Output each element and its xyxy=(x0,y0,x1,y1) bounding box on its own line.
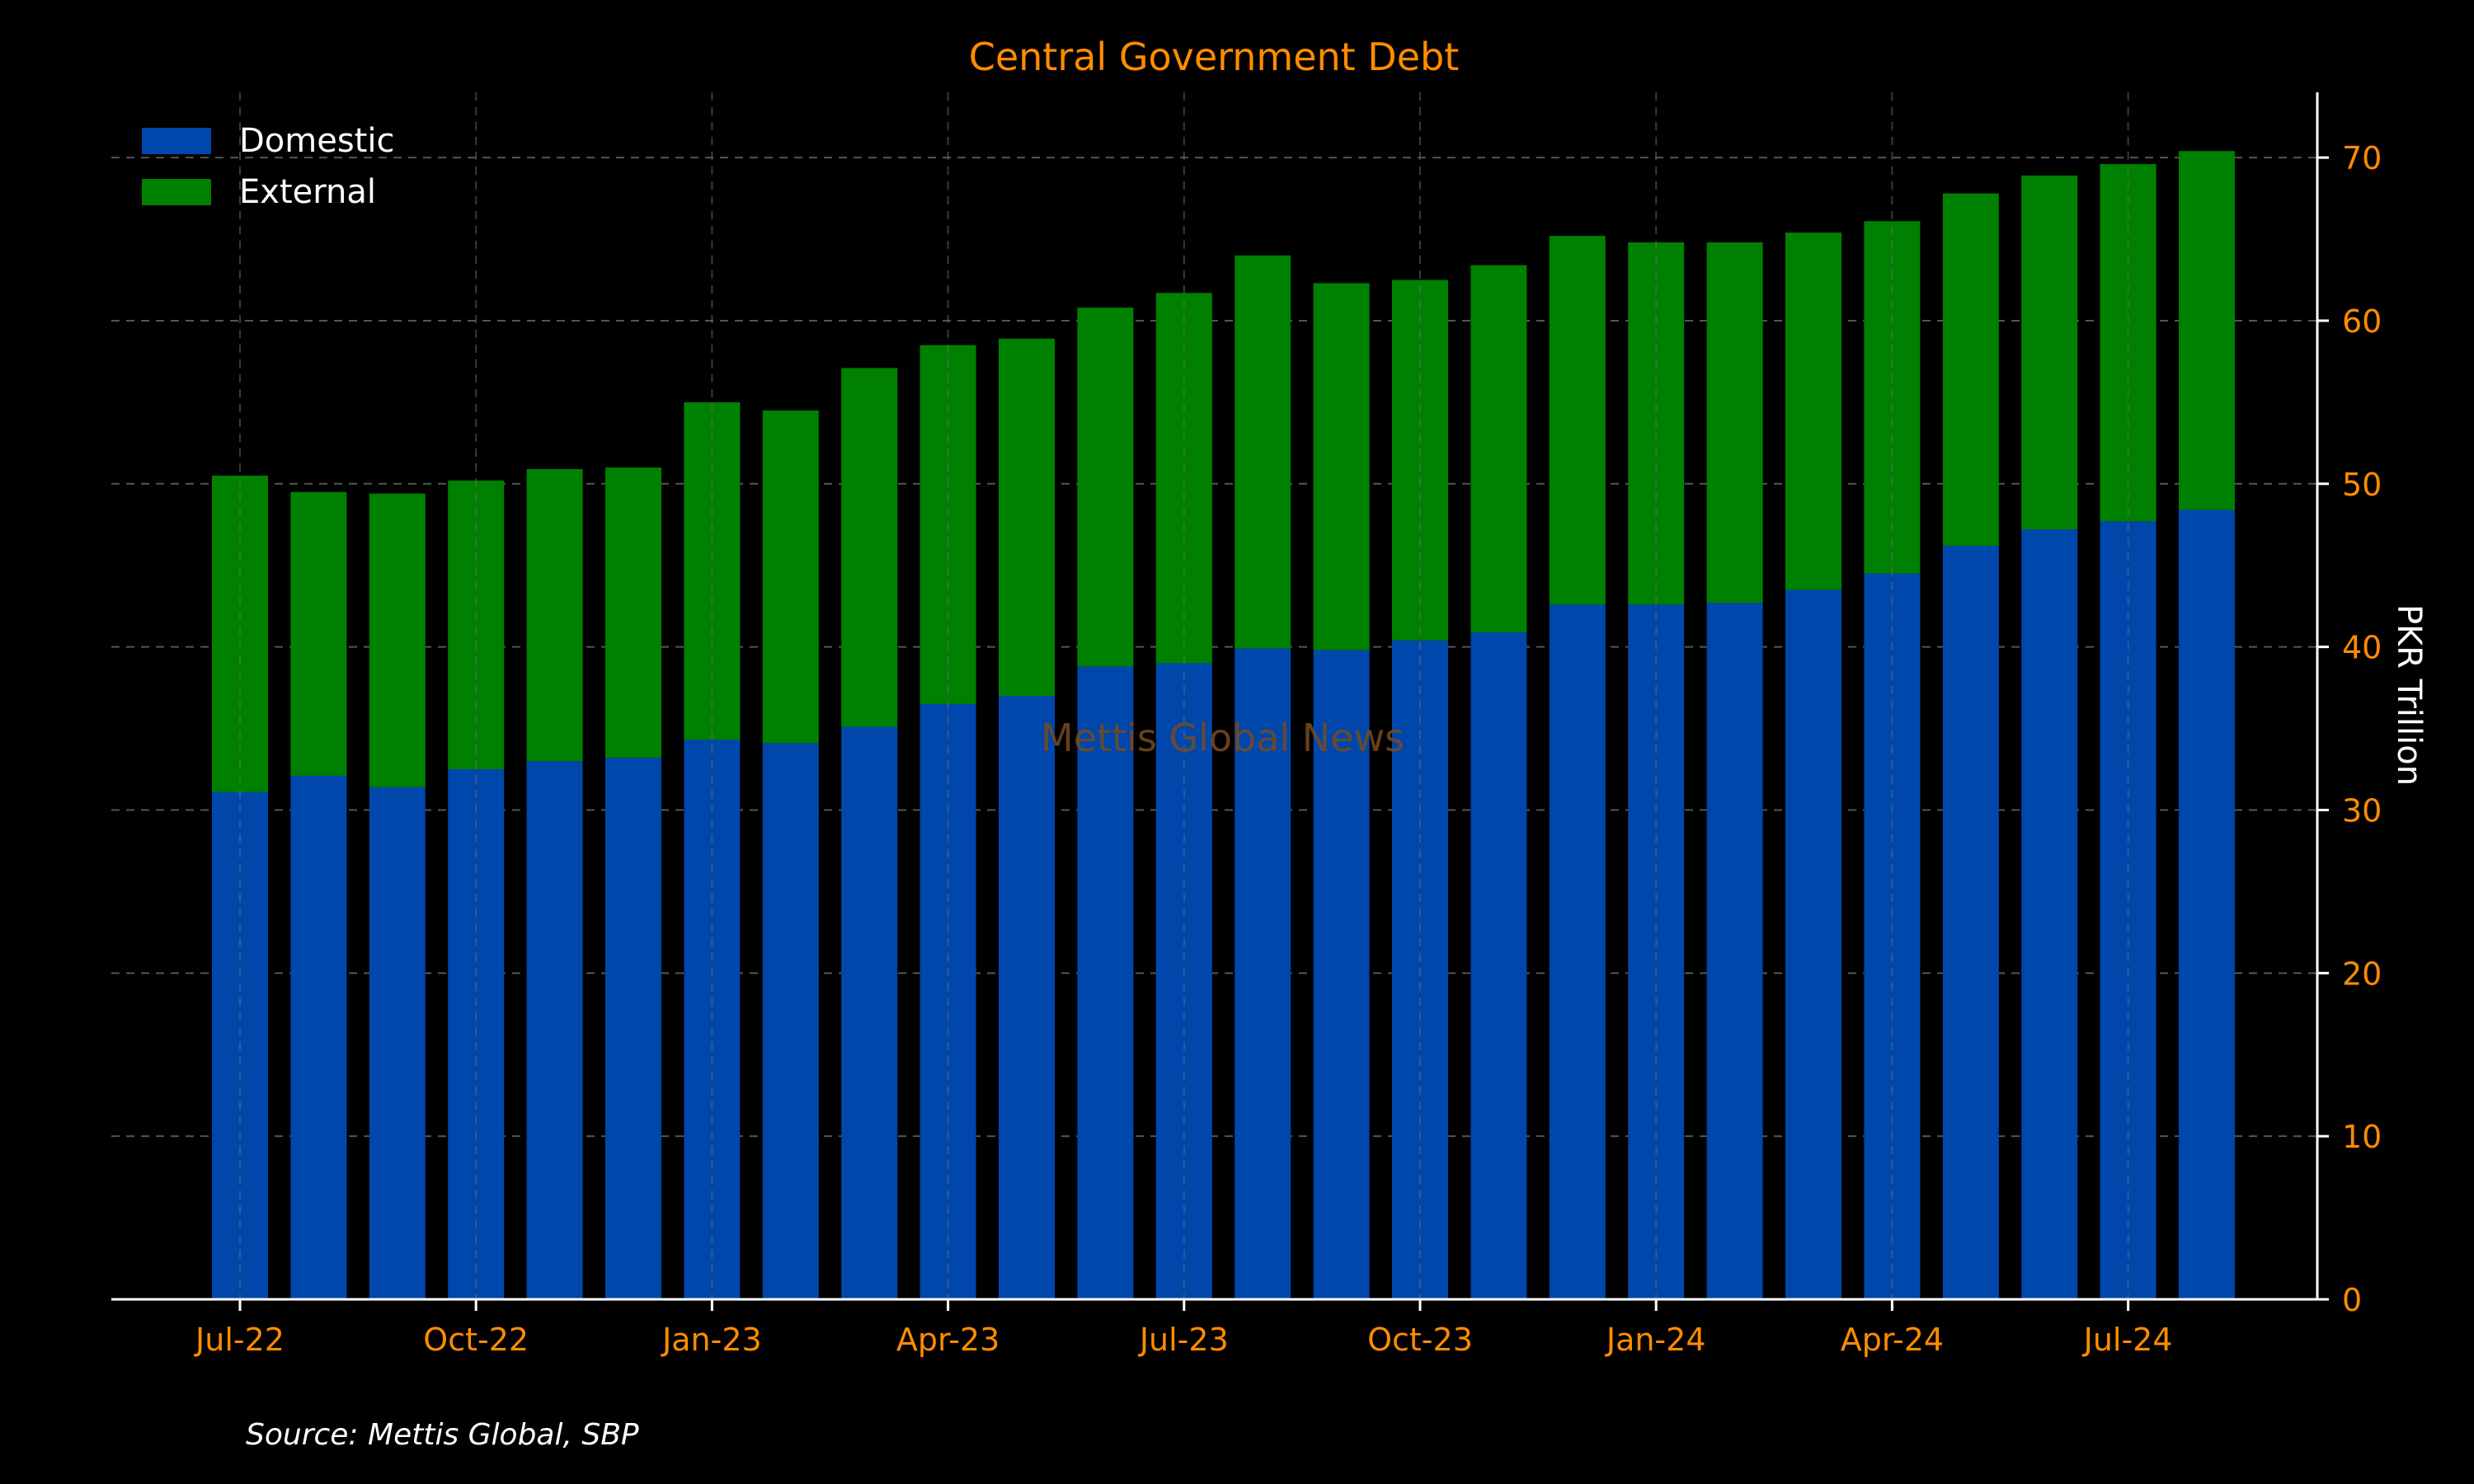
bar-external xyxy=(1470,265,1527,632)
bar-external xyxy=(1942,193,1999,546)
legend-item-domestic: Domestic xyxy=(142,115,394,167)
bar-domestic xyxy=(1785,589,1841,1299)
bar-external xyxy=(1706,242,1763,603)
bar-external xyxy=(1785,232,1841,590)
y-tick-label: 70 xyxy=(2342,140,2382,176)
bar-external xyxy=(369,493,426,787)
bar-domestic xyxy=(999,696,1055,1299)
y-tick-label: 60 xyxy=(2342,303,2382,340)
bar-external xyxy=(605,467,661,758)
y-tick-label: 30 xyxy=(2342,792,2382,829)
grid-lines xyxy=(111,157,2317,1138)
axes xyxy=(111,92,2319,1301)
bar-external xyxy=(2021,175,2078,530)
bar-domestic xyxy=(1235,648,1291,1299)
x-tick-label: Apr-23 xyxy=(896,1322,999,1358)
bar-domestic xyxy=(1706,603,1763,1299)
legend: Domestic External xyxy=(142,115,394,218)
x-tick-label: Oct-22 xyxy=(423,1322,529,1358)
bar-external xyxy=(526,469,583,762)
y-tick-label: 0 xyxy=(2342,1282,2362,1318)
bar-external xyxy=(2100,164,2157,522)
bar-domestic xyxy=(1864,573,1921,1299)
legend-label-domestic: Domestic xyxy=(239,122,395,160)
bar-domestic xyxy=(1470,632,1527,1299)
bar-external xyxy=(1077,308,1134,667)
y-tick-label: 10 xyxy=(2342,1119,2382,1155)
vertical-grid-lines xyxy=(239,92,2129,1299)
bar-external xyxy=(1549,236,1606,605)
x-tick-label: Oct-23 xyxy=(1367,1322,1473,1358)
bar-domestic xyxy=(841,726,898,1299)
x-tick-label: Apr-24 xyxy=(1841,1322,1944,1358)
legend-label-external: External xyxy=(239,173,376,211)
x-tick-label: Jul-23 xyxy=(1138,1322,1229,1358)
bar-domestic xyxy=(526,761,583,1299)
bar-domestic xyxy=(1549,604,1606,1299)
y-tick-label: 50 xyxy=(2342,467,2382,503)
bar-external xyxy=(1392,279,1448,641)
y-axis-label: PKR Trillion xyxy=(2390,604,2428,786)
bar-domestic xyxy=(762,743,819,1299)
bar-external xyxy=(1313,283,1370,650)
x-tick-labels: Jul-22 Oct-22 Jan-23 Apr-23 Jul-23 Oct-23 Jan-… xyxy=(194,1299,2173,1358)
x-tick-label: Jan-23 xyxy=(661,1322,762,1358)
bar-external xyxy=(762,410,819,744)
bar-domestic xyxy=(290,775,347,1299)
bar-domestic xyxy=(369,787,426,1299)
x-tick-label: Jul-24 xyxy=(2082,1322,2173,1358)
x-tick-label: Jul-22 xyxy=(194,1322,285,1358)
x-tick-label: Jan-24 xyxy=(1605,1322,1706,1358)
bars xyxy=(212,151,2235,1299)
bar-domestic xyxy=(2179,510,2235,1299)
bar-domestic xyxy=(2021,529,2078,1299)
bar-external xyxy=(841,368,898,727)
legend-swatch-domestic xyxy=(142,128,211,154)
legend-swatch-external xyxy=(142,179,211,205)
y-tick-label: 20 xyxy=(2342,956,2382,992)
bar-domestic xyxy=(605,758,661,1299)
y-tick-labels: 0 10 20 30 40 50 60 70 xyxy=(2317,140,2382,1318)
legend-item-external: External xyxy=(142,167,394,218)
bar-external xyxy=(999,338,1055,696)
bar-domestic xyxy=(1942,545,1999,1299)
bar-domestic xyxy=(1313,650,1370,1299)
y-tick-label: 40 xyxy=(2342,630,2382,666)
bar-external xyxy=(290,491,347,776)
watermark-text: Mettis Global News xyxy=(1041,716,1405,760)
bar-external xyxy=(1235,255,1291,649)
chart-title: Central Government Debt xyxy=(969,35,1460,79)
bar-domestic xyxy=(1077,666,1134,1299)
bar-external xyxy=(2179,151,2235,510)
source-note: Source: Mettis Global, SBP xyxy=(246,1418,639,1452)
